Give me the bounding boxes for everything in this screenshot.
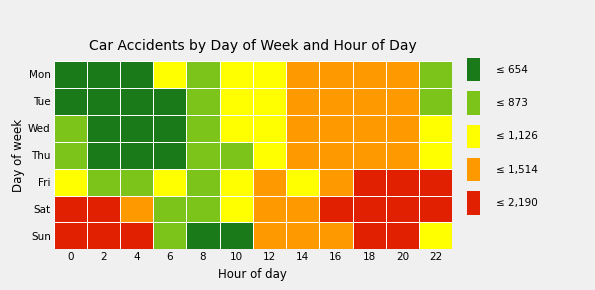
Bar (153, 88, 186, 115)
Bar (253, 88, 286, 115)
Bar (286, 168, 320, 195)
Bar (286, 61, 320, 88)
Bar (153, 142, 186, 168)
Bar (220, 222, 253, 249)
Bar (220, 142, 253, 168)
Bar (419, 168, 452, 195)
Bar (120, 61, 153, 88)
Bar (386, 61, 419, 88)
Bar (253, 142, 286, 168)
Bar (419, 222, 452, 249)
Bar (87, 222, 120, 249)
Bar (253, 168, 286, 195)
Bar (352, 168, 386, 195)
Bar (352, 222, 386, 249)
Bar (320, 195, 352, 222)
Bar (386, 222, 419, 249)
Bar (320, 88, 352, 115)
Bar (54, 168, 87, 195)
Bar (120, 195, 153, 222)
Bar (153, 115, 186, 142)
Bar (386, 142, 419, 168)
Bar (87, 142, 120, 168)
Text: ≤ 2,190: ≤ 2,190 (496, 198, 538, 208)
Bar (352, 61, 386, 88)
Bar (186, 195, 220, 222)
Bar (54, 115, 87, 142)
Text: ≤ 1,126: ≤ 1,126 (496, 131, 538, 141)
Bar (186, 115, 220, 142)
Bar (220, 195, 253, 222)
Bar (419, 88, 452, 115)
Bar (87, 168, 120, 195)
Bar (320, 61, 352, 88)
Bar (220, 115, 253, 142)
Bar (253, 61, 286, 88)
Bar (153, 195, 186, 222)
Bar (320, 115, 352, 142)
Bar (320, 168, 352, 195)
Bar (54, 61, 87, 88)
Bar (286, 142, 320, 168)
Bar (386, 115, 419, 142)
Bar (120, 88, 153, 115)
Bar (386, 88, 419, 115)
Bar (286, 222, 320, 249)
Bar (352, 115, 386, 142)
Bar (220, 168, 253, 195)
Bar (120, 222, 153, 249)
Bar (120, 168, 153, 195)
Bar (186, 168, 220, 195)
Y-axis label: Day of week: Day of week (12, 119, 26, 192)
Bar (120, 115, 153, 142)
Bar (120, 142, 153, 168)
Bar (320, 142, 352, 168)
Bar (286, 195, 320, 222)
Bar (153, 168, 186, 195)
Bar (186, 61, 220, 88)
Bar (419, 115, 452, 142)
Bar (54, 142, 87, 168)
Bar (186, 88, 220, 115)
Bar (286, 88, 320, 115)
Bar (87, 195, 120, 222)
Bar (54, 195, 87, 222)
Bar (153, 61, 186, 88)
X-axis label: Hour of day: Hour of day (218, 268, 287, 281)
Bar (153, 222, 186, 249)
Bar (54, 88, 87, 115)
Bar (87, 115, 120, 142)
Bar (253, 115, 286, 142)
Bar (87, 88, 120, 115)
Bar (286, 115, 320, 142)
Bar (220, 88, 253, 115)
Text: ≤ 1,514: ≤ 1,514 (496, 165, 538, 175)
Bar (220, 61, 253, 88)
Bar (386, 195, 419, 222)
Bar (419, 142, 452, 168)
Bar (87, 61, 120, 88)
Bar (320, 222, 352, 249)
Bar (352, 142, 386, 168)
Bar (186, 222, 220, 249)
Text: ≤ 654: ≤ 654 (496, 65, 528, 75)
Title: Car Accidents by Day of Week and Hour of Day: Car Accidents by Day of Week and Hour of… (89, 39, 416, 53)
Text: ≤ 873: ≤ 873 (496, 98, 528, 108)
Bar (352, 88, 386, 115)
Bar (253, 222, 286, 249)
Bar (419, 195, 452, 222)
Bar (386, 168, 419, 195)
Bar (54, 222, 87, 249)
Bar (419, 61, 452, 88)
Bar (186, 142, 220, 168)
Bar (352, 195, 386, 222)
Bar (253, 195, 286, 222)
